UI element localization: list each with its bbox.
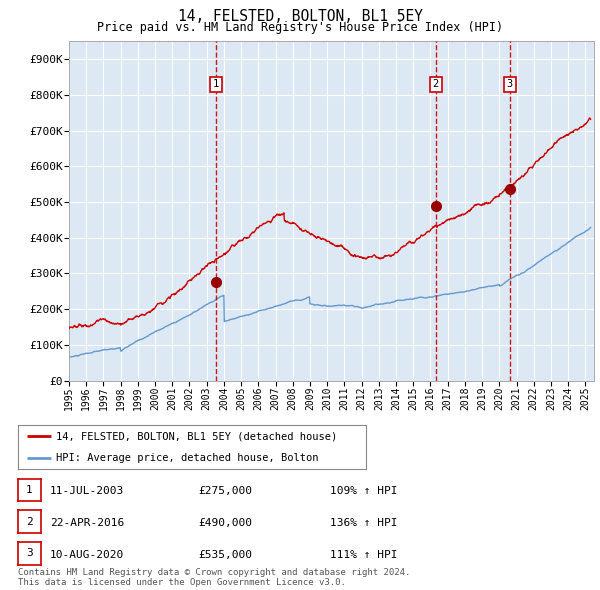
Text: 136% ↑ HPI: 136% ↑ HPI (330, 518, 398, 528)
Text: 111% ↑ HPI: 111% ↑ HPI (330, 550, 398, 560)
Text: 3: 3 (507, 79, 513, 89)
Text: Price paid vs. HM Land Registry's House Price Index (HPI): Price paid vs. HM Land Registry's House … (97, 21, 503, 34)
Text: 1: 1 (26, 485, 33, 494)
Text: 3: 3 (26, 549, 33, 558)
Text: 2: 2 (433, 79, 439, 89)
Text: 11-JUL-2003: 11-JUL-2003 (50, 486, 124, 496)
Text: 10-AUG-2020: 10-AUG-2020 (50, 550, 124, 560)
Text: 22-APR-2016: 22-APR-2016 (50, 518, 124, 528)
Text: 1: 1 (213, 79, 219, 89)
Text: £490,000: £490,000 (198, 518, 252, 528)
Text: £275,000: £275,000 (198, 486, 252, 496)
Text: Contains HM Land Registry data © Crown copyright and database right 2024.
This d: Contains HM Land Registry data © Crown c… (18, 568, 410, 587)
Text: 14, FELSTED, BOLTON, BL1 5EY: 14, FELSTED, BOLTON, BL1 5EY (178, 9, 422, 24)
Text: 109% ↑ HPI: 109% ↑ HPI (330, 486, 398, 496)
Text: 2: 2 (26, 517, 33, 526)
Text: HPI: Average price, detached house, Bolton: HPI: Average price, detached house, Bolt… (56, 453, 319, 463)
Text: 14, FELSTED, BOLTON, BL1 5EY (detached house): 14, FELSTED, BOLTON, BL1 5EY (detached h… (56, 431, 338, 441)
Text: £535,000: £535,000 (198, 550, 252, 560)
